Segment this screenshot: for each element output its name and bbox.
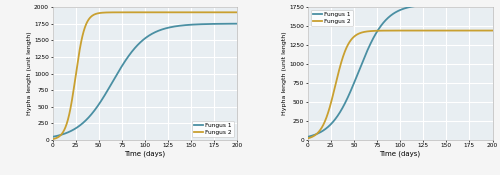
Line: Fungus 1: Fungus 1 (52, 24, 238, 137)
Legend: Fungus 1, Fungus 2: Fungus 1, Fungus 2 (310, 10, 353, 26)
Fungus 2 (490, 30, 496, 32)
Fungus 1 (133, 46, 139, 48)
X-axis label: Time (days): Time (days) (380, 150, 420, 157)
Fungus 2 (133, 11, 139, 13)
Fungus 2 (50, 138, 56, 140)
Y-axis label: Hypha length (unit length): Hypha length (unit length) (27, 32, 32, 115)
Line: Fungus 1: Fungus 1 (308, 4, 492, 137)
Fungus 2 (338, 65, 344, 67)
Legend: Fungus 1, Fungus 2: Fungus 1, Fungus 2 (192, 121, 234, 137)
Fungus 1 (82, 120, 88, 122)
Fungus 1 (97, 102, 103, 104)
Fungus 2 (428, 30, 434, 32)
Fungus 2 (388, 30, 394, 32)
Fungus 1 (304, 136, 310, 138)
Fungus 2 (97, 12, 103, 14)
Fungus 1 (444, 3, 450, 5)
Fungus 1 (188, 24, 194, 26)
Fungus 1 (490, 3, 496, 5)
X-axis label: Time (days): Time (days) (124, 150, 166, 157)
Y-axis label: Hypha length (unit length): Hypha length (unit length) (282, 32, 287, 115)
Fungus 2 (158, 11, 164, 13)
Fungus 2 (188, 11, 194, 13)
Fungus 2 (82, 26, 88, 28)
Fungus 1 (338, 111, 344, 113)
Line: Fungus 2: Fungus 2 (308, 31, 492, 138)
Fungus 2 (234, 11, 240, 13)
Fungus 1 (428, 4, 434, 6)
Fungus 2 (444, 30, 450, 32)
Fungus 2 (352, 35, 358, 37)
Fungus 1 (352, 79, 358, 81)
Fungus 2 (304, 137, 310, 139)
Fungus 1 (50, 136, 56, 138)
Fungus 1 (158, 29, 164, 31)
Fungus 1 (173, 25, 179, 27)
Line: Fungus 2: Fungus 2 (52, 12, 238, 139)
Fungus 1 (414, 5, 420, 7)
Fungus 1 (234, 23, 240, 25)
Fungus 2 (414, 30, 420, 32)
Fungus 2 (234, 11, 239, 13)
Fungus 2 (173, 11, 179, 13)
Fungus 1 (388, 14, 394, 16)
